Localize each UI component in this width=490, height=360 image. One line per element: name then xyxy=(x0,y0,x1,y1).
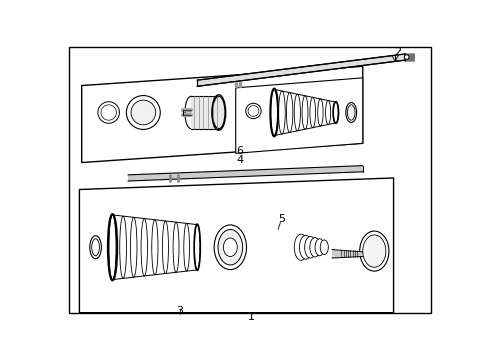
Text: 4: 4 xyxy=(236,155,243,165)
Polygon shape xyxy=(236,78,363,153)
Ellipse shape xyxy=(223,238,237,256)
Ellipse shape xyxy=(152,220,158,275)
Text: 3: 3 xyxy=(176,306,183,316)
Ellipse shape xyxy=(195,225,200,270)
Ellipse shape xyxy=(173,222,179,272)
Ellipse shape xyxy=(279,91,285,134)
Ellipse shape xyxy=(325,100,331,125)
Ellipse shape xyxy=(90,236,101,259)
Ellipse shape xyxy=(333,102,338,123)
Ellipse shape xyxy=(299,235,312,259)
Circle shape xyxy=(248,105,259,116)
Polygon shape xyxy=(128,166,363,181)
Ellipse shape xyxy=(363,235,386,267)
Polygon shape xyxy=(79,178,393,313)
Polygon shape xyxy=(82,66,363,163)
Ellipse shape xyxy=(213,96,225,129)
Ellipse shape xyxy=(305,237,316,258)
Ellipse shape xyxy=(271,89,278,136)
Ellipse shape xyxy=(218,230,243,265)
Ellipse shape xyxy=(141,219,147,276)
Ellipse shape xyxy=(130,217,137,277)
Circle shape xyxy=(404,55,409,59)
Polygon shape xyxy=(197,54,405,86)
Ellipse shape xyxy=(214,225,246,270)
Circle shape xyxy=(126,95,160,130)
Circle shape xyxy=(101,105,117,120)
Polygon shape xyxy=(191,96,219,129)
Ellipse shape xyxy=(320,240,328,255)
Ellipse shape xyxy=(318,99,323,126)
Circle shape xyxy=(131,100,156,125)
Ellipse shape xyxy=(184,224,190,271)
Ellipse shape xyxy=(109,215,116,280)
Ellipse shape xyxy=(294,94,300,131)
Ellipse shape xyxy=(315,239,324,256)
Ellipse shape xyxy=(346,103,357,122)
Polygon shape xyxy=(332,249,363,258)
Circle shape xyxy=(246,103,261,119)
Ellipse shape xyxy=(287,93,293,132)
Ellipse shape xyxy=(185,96,197,129)
Ellipse shape xyxy=(162,221,169,274)
Text: 5: 5 xyxy=(278,214,285,224)
Circle shape xyxy=(98,102,120,123)
Ellipse shape xyxy=(92,239,99,256)
Ellipse shape xyxy=(360,231,389,271)
Ellipse shape xyxy=(310,238,320,257)
Text: 1: 1 xyxy=(247,312,255,322)
Ellipse shape xyxy=(120,216,126,278)
Ellipse shape xyxy=(294,234,308,260)
Text: 2: 2 xyxy=(394,48,401,58)
Ellipse shape xyxy=(302,96,308,129)
Ellipse shape xyxy=(310,97,316,128)
Ellipse shape xyxy=(347,105,355,120)
Text: 6: 6 xyxy=(236,146,243,156)
